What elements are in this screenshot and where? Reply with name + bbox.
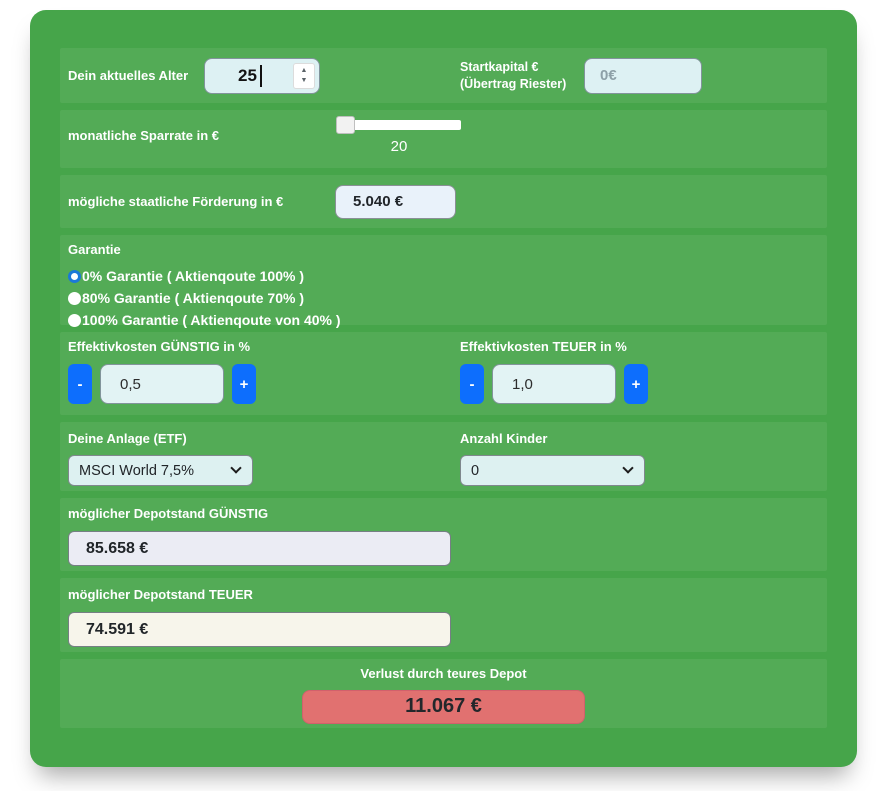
- age-input-wrap: ▲ ▼: [204, 57, 320, 94]
- kosten-guenstig-stepper: - +: [68, 364, 460, 404]
- startkapital-label: Startkapital € (Übertrag Riester): [460, 59, 584, 92]
- kosten-teuer-plus-button[interactable]: +: [624, 364, 648, 404]
- garantie-label: Garantie: [68, 242, 121, 257]
- radio-unselected-icon[interactable]: [68, 291, 81, 305]
- row-garantie: Garantie 0% Garantie ( Aktienqoute 100% …: [60, 235, 827, 328]
- row-verlust: Verlust durch teures Depot 11.067 €: [60, 659, 827, 728]
- foerderung-value-box: 5.040 €: [335, 184, 456, 219]
- garantie-option-2[interactable]: 100% Garantie ( Aktienqoute von 40% ): [68, 309, 819, 331]
- kosten-guenstig-input[interactable]: [100, 364, 224, 404]
- row-effektivkosten: Effektivkosten GÜNSTIG in % - + Effektiv…: [60, 332, 827, 415]
- depot-guenstig-label: möglicher Depotstand GÜNSTIG: [68, 506, 269, 521]
- kinder-select[interactable]: 0: [460, 455, 645, 486]
- sparrate-slider-block: 20: [336, 116, 461, 155]
- anlage-group: Deine Anlage (ETF) MSCI World 7,5%: [68, 431, 460, 491]
- kinder-select-wrap: 0: [460, 455, 645, 486]
- kosten-guenstig-group: Effektivkosten GÜNSTIG in % - +: [68, 339, 460, 415]
- spinner-up-icon[interactable]: ▲: [300, 67, 308, 74]
- row-sparrate: monatliche Sparrate in € 20: [60, 110, 827, 168]
- radio-selected-icon[interactable]: [68, 269, 81, 283]
- kinder-group: Anzahl Kinder 0: [460, 431, 819, 491]
- sparrate-slider-track[interactable]: [336, 116, 461, 134]
- text-cursor: [260, 64, 262, 87]
- kosten-guenstig-plus-button[interactable]: +: [232, 364, 256, 404]
- kinder-label: Anzahl Kinder: [460, 431, 548, 446]
- foerderung-label: mögliche staatliche Förderung in €: [68, 194, 284, 209]
- garantie-option-0[interactable]: 0% Garantie ( Aktienqoute 100% ): [68, 265, 819, 287]
- sparrate-value: 20: [390, 138, 408, 155]
- kosten-teuer-group: Effektivkosten TEUER in % - +: [460, 339, 819, 415]
- age-field-group: Dein aktuelles Alter ▲ ▼: [68, 48, 460, 103]
- garantie-option-2-label: 100% Garantie ( Aktienqoute von 40% ): [82, 312, 341, 328]
- garantie-option-0-label: 0% Garantie ( Aktienqoute 100% ): [82, 268, 304, 284]
- kosten-teuer-label: Effektivkosten TEUER in %: [460, 339, 627, 354]
- sparrate-slider-thumb[interactable]: [336, 116, 355, 134]
- depot-guenstig-value-box: 85.658 €: [68, 531, 451, 566]
- anlage-select-wrap: MSCI World 7,5%: [68, 455, 253, 486]
- kosten-teuer-input[interactable]: [492, 364, 616, 404]
- row-depot-teuer: möglicher Depotstand TEUER 74.591 €: [60, 578, 827, 652]
- sparrate-label: monatliche Sparrate in €: [68, 128, 219, 143]
- anlage-select[interactable]: MSCI World 7,5%: [68, 455, 253, 486]
- spinner-down-icon[interactable]: ▼: [300, 77, 308, 84]
- row-age-startkapital: Dein aktuelles Alter ▲ ▼ Startkapital € …: [60, 48, 827, 103]
- calculator-card: Dein aktuelles Alter ▲ ▼ Startkapital € …: [30, 10, 857, 767]
- verlust-value-box: 11.067 €: [302, 690, 585, 724]
- row-foerderung: mögliche staatliche Förderung in € 5.040…: [60, 175, 827, 228]
- kosten-teuer-stepper: - +: [460, 364, 819, 404]
- startkapital-input[interactable]: [584, 57, 702, 94]
- age-spinner[interactable]: ▲ ▼: [293, 62, 315, 89]
- kosten-teuer-minus-button[interactable]: -: [460, 364, 484, 404]
- kosten-guenstig-minus-button[interactable]: -: [68, 364, 92, 404]
- anlage-label: Deine Anlage (ETF): [68, 431, 187, 446]
- startkapital-label-line2: (Übertrag Riester): [460, 76, 567, 91]
- depot-teuer-label: möglicher Depotstand TEUER: [68, 587, 253, 602]
- row-depot-guenstig: möglicher Depotstand GÜNSTIG 85.658 €: [60, 498, 827, 571]
- startkapital-field-group: Startkapital € (Übertrag Riester): [460, 48, 819, 103]
- radio-unselected-icon[interactable]: [68, 313, 81, 327]
- age-label: Dein aktuelles Alter: [68, 68, 189, 83]
- garantie-option-1-label: 80% Garantie ( Aktienqoute 70% ): [82, 290, 304, 306]
- verlust-label: Verlust durch teures Depot: [360, 666, 527, 681]
- row-anlage-kinder: Deine Anlage (ETF) MSCI World 7,5% Anzah…: [60, 422, 827, 491]
- garantie-option-1[interactable]: 80% Garantie ( Aktienqoute 70% ): [68, 287, 819, 309]
- startkapital-label-line1: Startkapital €: [460, 60, 539, 75]
- kosten-guenstig-label: Effektivkosten GÜNSTIG in %: [68, 339, 251, 354]
- depot-teuer-value-box: 74.591 €: [68, 612, 451, 647]
